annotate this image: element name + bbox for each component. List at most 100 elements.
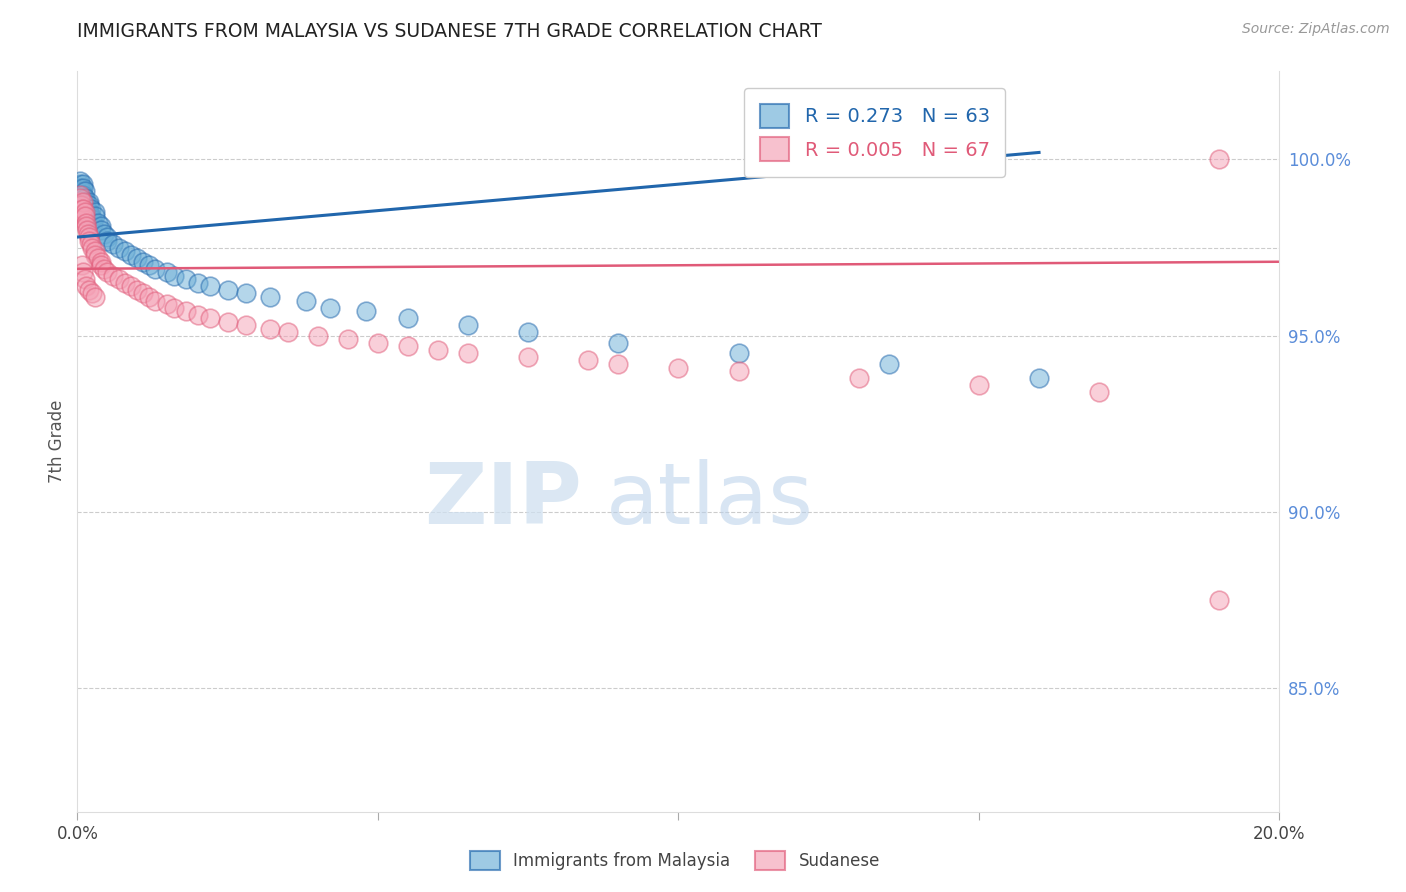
Point [67, 205, 90, 219]
Point [1208, 153, 1230, 167]
Point [77, 209, 100, 223]
Text: IMMIGRANTS FROM MALAYSIA VS SUDANESE 7TH GRADE CORRELATION CHART: IMMIGRANTS FROM MALAYSIA VS SUDANESE 7TH… [77, 22, 823, 41]
Point [145, 261, 167, 276]
Point [67, 194, 90, 209]
Point [668, 360, 690, 375]
Point [77, 227, 100, 241]
Point [127, 283, 149, 297]
Point [84, 209, 107, 223]
Legend: R = 0.273   N = 63, R = 0.005   N = 67: R = 0.273 N = 63, R = 0.005 N = 67 [744, 88, 1005, 177]
Point [72, 194, 94, 209]
Point [174, 304, 197, 318]
Point [72, 177, 94, 191]
Point [73, 205, 96, 219]
Point [114, 244, 136, 259]
Point [174, 272, 197, 286]
Point [138, 290, 160, 304]
Point [72, 265, 94, 279]
Point [187, 308, 209, 322]
Point [75, 272, 97, 286]
Point [80, 209, 103, 223]
Point [79, 198, 101, 212]
Point [79, 234, 101, 248]
Point [1088, 385, 1111, 400]
Point [72, 202, 94, 216]
Point [967, 378, 990, 392]
Point [79, 205, 101, 219]
Point [75, 198, 97, 212]
Text: atlas: atlas [606, 459, 814, 542]
Point [75, 219, 97, 234]
Point [294, 293, 316, 308]
Point [69, 191, 91, 205]
Point [76, 202, 98, 216]
Legend: Immigrants from Malaysia, Sudanese: Immigrants from Malaysia, Sudanese [463, 844, 887, 877]
Point [72, 202, 94, 216]
Point [69, 177, 91, 191]
Point [607, 335, 630, 350]
Point [72, 187, 94, 202]
Point [162, 301, 184, 315]
Point [72, 212, 94, 227]
Point [79, 230, 101, 244]
Point [84, 244, 107, 259]
Point [120, 248, 142, 262]
Point [319, 301, 342, 315]
Point [67, 184, 90, 198]
Point [93, 227, 115, 241]
Point [198, 279, 221, 293]
Point [132, 254, 155, 268]
Point [70, 258, 93, 272]
Point [108, 272, 131, 286]
Point [84, 290, 107, 304]
Point [217, 283, 239, 297]
Point [396, 311, 419, 326]
Point [156, 265, 179, 279]
Point [277, 325, 299, 339]
Point [79, 202, 101, 216]
Point [82, 212, 104, 227]
Point [90, 219, 112, 234]
Point [156, 297, 179, 311]
Point [517, 325, 540, 339]
Point [427, 343, 450, 357]
Point [114, 276, 136, 290]
Point [79, 283, 101, 297]
Point [367, 335, 389, 350]
Point [79, 194, 101, 209]
Point [70, 184, 93, 198]
Text: ZIP: ZIP [425, 459, 582, 542]
Point [70, 187, 93, 202]
Point [336, 332, 359, 346]
Point [132, 286, 155, 301]
Point [73, 184, 96, 198]
Point [607, 357, 630, 371]
Point [259, 322, 281, 336]
Point [79, 237, 101, 252]
Point [96, 265, 118, 279]
Point [120, 279, 142, 293]
Point [217, 315, 239, 329]
Point [69, 187, 91, 202]
Point [69, 174, 91, 188]
Point [70, 191, 93, 205]
Point [87, 251, 110, 265]
Point [457, 318, 479, 333]
Point [67, 194, 90, 209]
Point [354, 304, 377, 318]
Point [70, 198, 93, 212]
Point [877, 357, 900, 371]
Point [96, 230, 118, 244]
Point [108, 241, 131, 255]
Point [96, 234, 118, 248]
Point [93, 261, 115, 276]
Point [145, 293, 167, 308]
Point [517, 350, 540, 364]
Point [103, 237, 125, 252]
Point [90, 223, 112, 237]
Point [69, 180, 91, 194]
Point [396, 339, 419, 353]
Point [72, 180, 94, 194]
Point [82, 286, 104, 301]
Point [82, 241, 104, 255]
